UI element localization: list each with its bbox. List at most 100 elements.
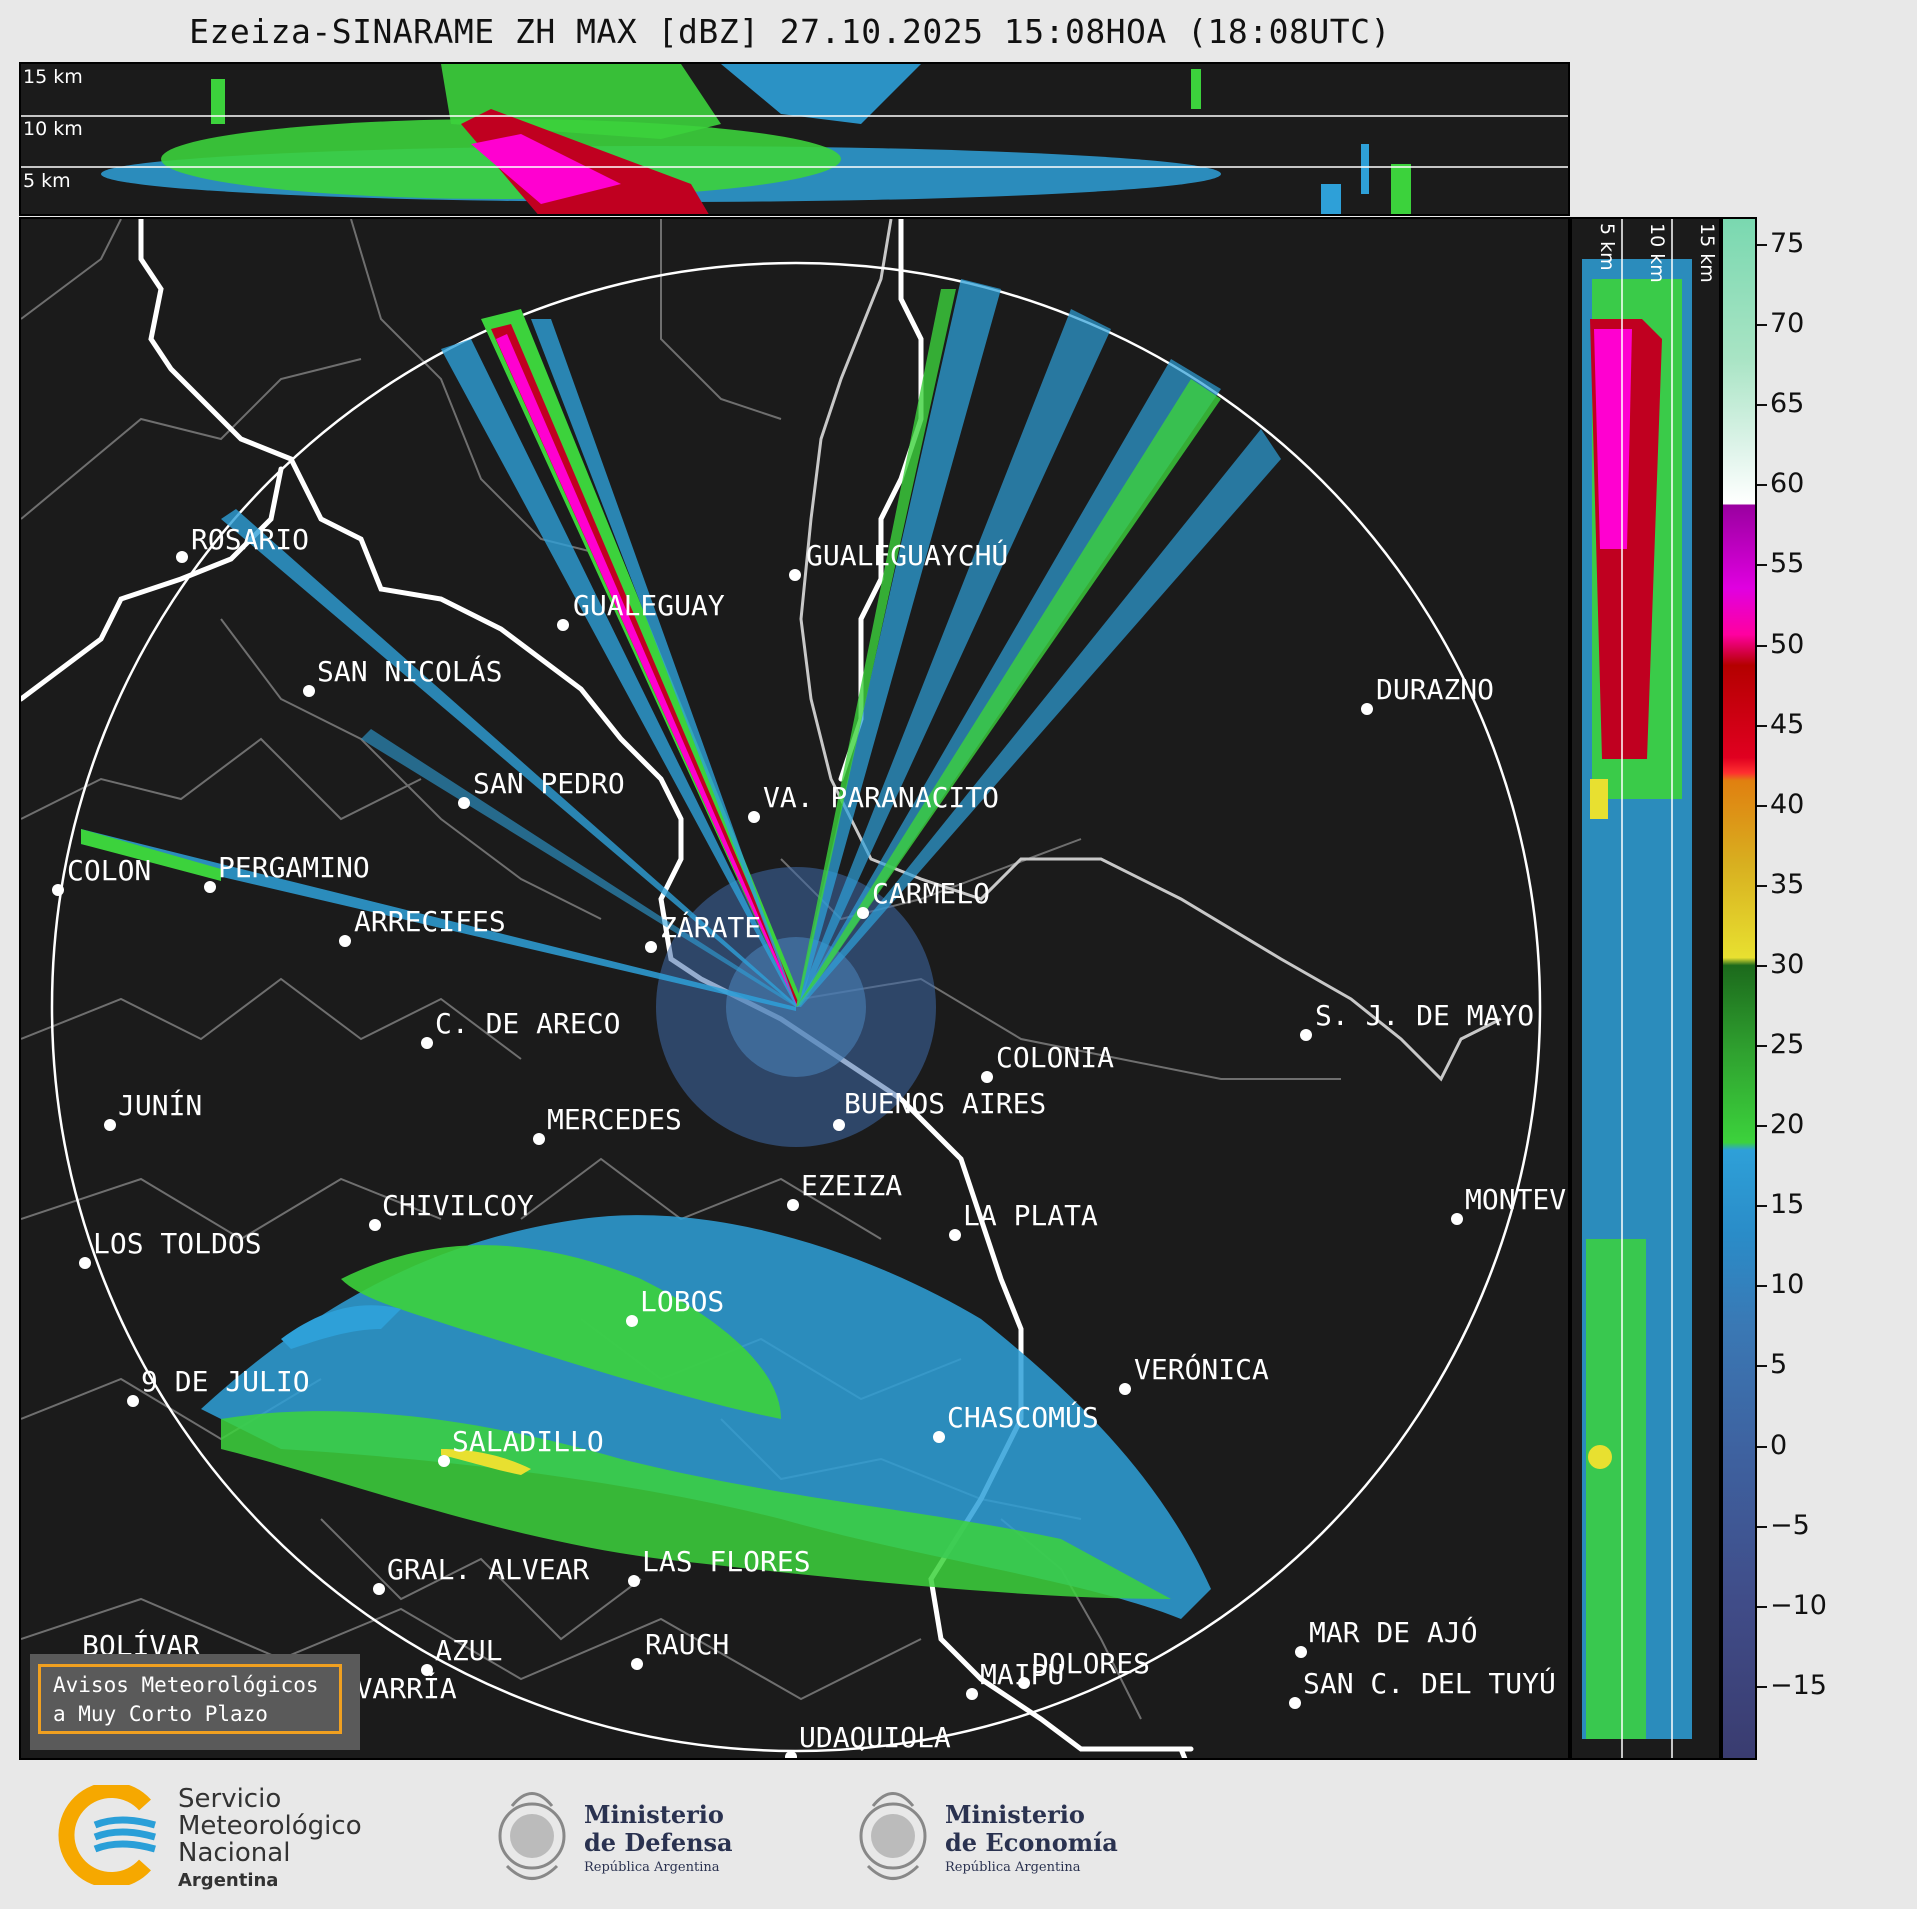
city-dot xyxy=(533,1133,545,1145)
city-dot xyxy=(631,1658,643,1670)
city-label-buenos-aires: BUENOS AIRES xyxy=(844,1087,1047,1120)
city-dot xyxy=(1119,1383,1131,1395)
city-dot xyxy=(438,1455,450,1467)
city-label-mercedes: MERCEDES xyxy=(547,1103,682,1136)
colorbar-tick-label: 55 xyxy=(1770,548,1805,580)
colorbar-tick-mark xyxy=(1757,1605,1767,1608)
colorbar-tick-label: 0 xyxy=(1770,1429,1788,1461)
city-dot xyxy=(787,1199,799,1211)
colorbar-tick-label: 20 xyxy=(1770,1109,1805,1141)
city-label-montev: MONTEV xyxy=(1465,1183,1567,1216)
smn-line1: Servicio xyxy=(178,1784,282,1814)
city-label-los-toldos: LOS TOLDOS xyxy=(93,1227,262,1260)
colorbar-tick-label: 15 xyxy=(1770,1189,1805,1221)
colorbar-tick-label: 60 xyxy=(1770,468,1805,500)
city-dot xyxy=(857,907,869,919)
city-dot xyxy=(127,1395,139,1407)
top-altitude-5km: 5 km xyxy=(23,170,71,192)
colorbar xyxy=(1721,217,1757,1760)
city-dot xyxy=(369,1219,381,1231)
city-dot xyxy=(1295,1646,1307,1658)
city-label-junin: JUNÍN xyxy=(118,1089,203,1122)
city-label-lobos: LOBOS xyxy=(640,1285,725,1318)
city-label-chivilcoy: CHIVILCOY xyxy=(382,1189,534,1222)
city-label-arrecifes: ARRECIFES xyxy=(354,905,506,938)
city-label-dolores: DOLORES xyxy=(1032,1647,1151,1680)
city-label-gualeguaychu: GUALEGUAYCHÚ xyxy=(806,539,1009,572)
economia-seal-icon xyxy=(859,1792,927,1880)
city-dot xyxy=(557,619,569,631)
city-dot xyxy=(1289,1697,1301,1709)
city-label-udaquiola: UDAQUIOLA xyxy=(799,1721,951,1754)
colorbar-tick-label: 75 xyxy=(1770,228,1805,259)
colorbar-tick-mark xyxy=(1757,244,1767,246)
city-dot xyxy=(966,1688,978,1700)
city-dot xyxy=(303,685,315,697)
economia-line3: República Argentina xyxy=(945,1860,1081,1875)
side-cross-section-svg xyxy=(1582,219,1719,1758)
city-label-s-j-de-mayo: S. J. DE MAYO xyxy=(1315,999,1535,1032)
city-dot xyxy=(1018,1677,1030,1689)
city-dot xyxy=(949,1229,961,1241)
city-dot xyxy=(626,1315,638,1327)
city-dot xyxy=(785,1751,797,1758)
colorbar-tick-label: 5 xyxy=(1770,1349,1788,1381)
defensa-text: Ministerio de Defensa xyxy=(584,1801,733,1857)
warning-box[interactable]: Avisos Meteorológicos a Muy Corto Plazo xyxy=(30,1654,360,1750)
city-dot xyxy=(748,811,760,823)
radar-echoes xyxy=(81,279,1281,1619)
colorbar-tick-label: 65 xyxy=(1770,388,1805,420)
rivers xyxy=(799,219,1502,1082)
economia-line2: de Economía xyxy=(945,1828,1118,1857)
radar-map-panel: ROSARIO GUALEGUAYCHÚ GUALEGUAY SAN NICOL… xyxy=(19,217,1570,1760)
top-cross-section-svg xyxy=(21,64,1568,214)
side-altitude-15km: 15 km xyxy=(1696,223,1718,283)
city-dot xyxy=(52,884,64,896)
city-dot xyxy=(1451,1213,1463,1225)
defensa-line2: de Defensa xyxy=(584,1828,733,1857)
city-dot xyxy=(789,569,801,581)
colorbar-tick-label: −15 xyxy=(1770,1669,1827,1701)
colorbar-tick-label: 40 xyxy=(1770,788,1805,820)
city-dot xyxy=(204,881,216,893)
city-label-pergamino: PERGAMINO xyxy=(218,851,370,884)
city-dot xyxy=(339,935,351,947)
colorbar-tick-label: 70 xyxy=(1770,308,1805,340)
city-dot xyxy=(176,551,188,563)
colorbar-tick-mark xyxy=(1757,1525,1767,1528)
city-dot xyxy=(1300,1029,1312,1041)
top-cross-section-panel: 15 km 10 km 5 km xyxy=(19,62,1570,216)
side-cross-section-panel: 5 km 10 km 15 km xyxy=(1570,217,1721,1760)
city-dot xyxy=(645,941,657,953)
city-dot xyxy=(833,1119,845,1131)
city-label-va-paranacito: VA. PARANACITO xyxy=(763,781,1000,814)
colorbar-tick-mark xyxy=(1757,1045,1767,1047)
city-label-gualeguay: GUALEGUAY xyxy=(573,589,725,622)
colorbar-tick-mark xyxy=(1757,1285,1767,1288)
city-dot xyxy=(79,1257,91,1269)
top-altitude-10km: 10 km xyxy=(23,118,83,140)
city-label-c-de-areco: C. DE ARECO xyxy=(435,1007,621,1040)
colorbar-tick-mark xyxy=(1757,644,1767,647)
defensa-seal-icon xyxy=(498,1792,566,1880)
city-label-ezeiza: EZEIZA xyxy=(801,1169,903,1202)
city-label-san-c-del-tuyu: SAN C. DEL TUYÚ xyxy=(1303,1667,1556,1700)
city-dot xyxy=(458,797,470,809)
admin-borders xyxy=(21,219,1341,1720)
colorbar-tick-mark xyxy=(1757,804,1767,807)
city-label-san-pedro: SAN PEDRO xyxy=(473,767,625,800)
defensa-line3: República Argentina xyxy=(584,1860,720,1875)
city-label-veronica: VERÓNICA xyxy=(1134,1353,1269,1386)
city-label-durazno: DURAZNO xyxy=(1376,673,1495,706)
radar-map-svg xyxy=(21,219,1542,1758)
warning-box-frame: Avisos Meteorológicos a Muy Corto Plazo xyxy=(38,1664,342,1734)
top-altitude-15km: 15 km xyxy=(23,66,83,88)
colorbar-tick-mark xyxy=(1757,1445,1767,1448)
colorbar-tick-mark xyxy=(1757,884,1767,887)
smn-logo-icon xyxy=(58,1785,156,1885)
colorbar-tick-mark xyxy=(1757,404,1767,407)
city-label-colonia: COLONIA xyxy=(996,1041,1115,1074)
colorbar-tick-mark xyxy=(1757,1685,1767,1688)
colorbar-tick-mark xyxy=(1757,324,1767,327)
city-dot xyxy=(933,1431,945,1443)
